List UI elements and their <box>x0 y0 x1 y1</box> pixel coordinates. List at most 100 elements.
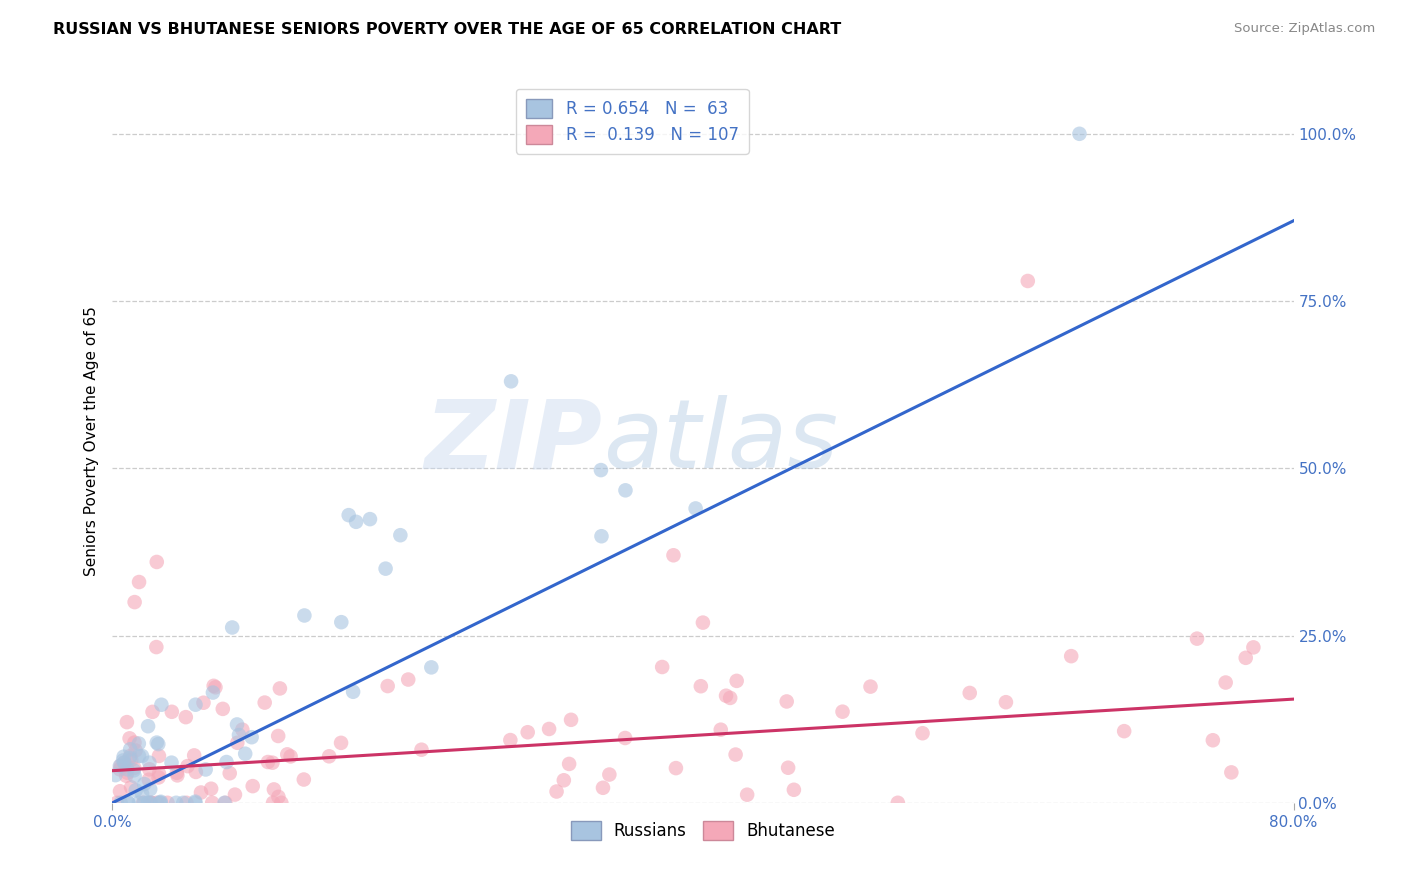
Point <box>887 796 910 810</box>
Point <box>411 742 433 756</box>
Point <box>110 796 132 810</box>
Point <box>342 685 364 699</box>
Point <box>560 713 582 727</box>
Point <box>131 749 153 764</box>
Point <box>172 796 194 810</box>
Point <box>1017 274 1039 288</box>
Point <box>108 762 131 776</box>
Point <box>1220 765 1243 780</box>
Point <box>194 763 217 777</box>
Point <box>204 681 226 695</box>
Point <box>292 772 315 787</box>
Point <box>120 753 142 767</box>
Point <box>128 796 150 810</box>
Point <box>112 756 135 770</box>
Point <box>112 754 135 768</box>
Point <box>128 749 150 764</box>
Point <box>859 680 882 694</box>
Text: atlas: atlas <box>603 395 838 488</box>
Point <box>141 705 163 719</box>
Point <box>201 685 224 699</box>
Point <box>1234 650 1257 665</box>
Point <box>200 781 222 796</box>
Point <box>211 702 233 716</box>
Point <box>994 695 1017 709</box>
Point <box>614 483 637 498</box>
Point <box>267 789 290 804</box>
Point <box>124 769 146 783</box>
Point <box>685 501 707 516</box>
Point <box>1060 649 1083 664</box>
Point <box>665 761 688 775</box>
Point <box>377 679 399 693</box>
Point <box>117 796 139 810</box>
Point <box>831 705 853 719</box>
Point <box>115 715 138 730</box>
Point <box>150 698 173 712</box>
Point <box>226 717 249 731</box>
Point <box>124 595 146 609</box>
Point <box>262 756 284 770</box>
Point <box>108 759 131 773</box>
Point <box>257 755 280 769</box>
Point <box>718 690 741 705</box>
Point <box>344 515 367 529</box>
Point <box>122 764 145 778</box>
Point <box>330 736 353 750</box>
Point <box>724 747 747 762</box>
Point <box>184 698 207 712</box>
Point <box>1114 724 1136 739</box>
Point <box>118 731 141 746</box>
Point <box>145 640 167 654</box>
Legend: Russians, Bhutanese: Russians, Bhutanese <box>562 813 844 848</box>
Point <box>269 681 291 696</box>
Point <box>231 723 253 737</box>
Point <box>714 689 737 703</box>
Point <box>538 722 561 736</box>
Point <box>138 756 160 770</box>
Point <box>420 660 443 674</box>
Point <box>651 660 673 674</box>
Point <box>959 686 981 700</box>
Point <box>166 765 188 780</box>
Point <box>662 548 685 563</box>
Text: Source: ZipAtlas.com: Source: ZipAtlas.com <box>1234 22 1375 36</box>
Point <box>337 508 360 523</box>
Point <box>148 771 170 785</box>
Point <box>374 562 396 576</box>
Point <box>138 772 160 787</box>
Point <box>689 679 711 693</box>
Point <box>165 796 187 810</box>
Point <box>156 796 179 810</box>
Point <box>224 788 246 802</box>
Point <box>280 749 302 764</box>
Point <box>262 796 284 810</box>
Point <box>134 777 156 791</box>
Point <box>160 756 183 770</box>
Point <box>592 780 614 795</box>
Point <box>128 575 150 590</box>
Y-axis label: Seniors Poverty Over the Age of 65: Seniors Poverty Over the Age of 65 <box>84 307 100 576</box>
Point <box>124 743 146 757</box>
Point <box>1215 675 1237 690</box>
Point <box>692 615 714 630</box>
Point <box>589 463 612 477</box>
Point <box>221 620 243 634</box>
Point <box>122 761 145 775</box>
Point <box>104 768 127 782</box>
Point <box>132 796 155 810</box>
Point <box>215 755 238 769</box>
Point <box>141 796 163 810</box>
Point <box>176 796 198 810</box>
Point <box>553 773 575 788</box>
Point <box>138 762 160 776</box>
Point <box>183 748 205 763</box>
Point <box>110 758 132 772</box>
Point <box>120 742 142 756</box>
Point <box>117 762 138 776</box>
Point <box>218 766 240 780</box>
Point <box>115 769 138 783</box>
Point <box>228 728 250 742</box>
Point <box>1202 733 1225 747</box>
Point <box>776 694 799 708</box>
